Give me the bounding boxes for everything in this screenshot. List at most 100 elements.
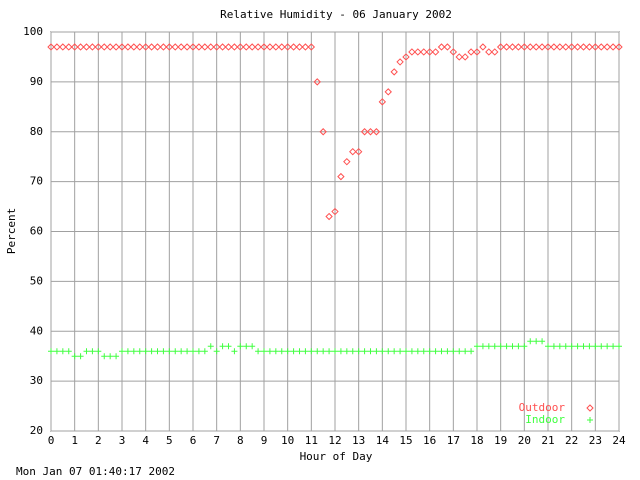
- data-point: [213, 348, 220, 355]
- data-point: [467, 48, 475, 56]
- data-point: [278, 348, 285, 355]
- data-point: [420, 48, 428, 56]
- data-point: [491, 343, 498, 350]
- data-point: [231, 348, 238, 355]
- data-point: [230, 43, 239, 51]
- data-point: [77, 353, 84, 360]
- data-point: [508, 43, 517, 51]
- data-point: [225, 343, 232, 350]
- x-tick-label: 16: [423, 434, 436, 447]
- data-point: [320, 348, 327, 355]
- data-point: [349, 147, 357, 156]
- data-point: [243, 343, 250, 350]
- data-point: [212, 43, 221, 51]
- data-point: [539, 338, 546, 345]
- y-axis-label: Percent: [5, 208, 18, 254]
- data-point: [538, 43, 546, 51]
- data-point: [53, 43, 61, 51]
- data-point: [100, 43, 108, 51]
- data-point: [354, 147, 363, 156]
- data-point: [598, 343, 605, 350]
- data-point: [586, 343, 593, 350]
- data-point: [107, 353, 114, 360]
- data-point: [473, 48, 481, 56]
- data-point: [289, 43, 298, 51]
- data-point: [597, 43, 605, 51]
- x-tick-label: 21: [541, 434, 554, 447]
- y-tick-label: 20: [30, 424, 43, 437]
- x-tick-label: 18: [470, 434, 483, 447]
- data-point: [337, 172, 345, 181]
- data-point: [444, 348, 451, 355]
- data-point: [437, 43, 446, 51]
- data-point: [119, 348, 125, 355]
- data-point: [521, 343, 528, 350]
- data-point: [284, 348, 291, 355]
- data-point: [218, 43, 227, 51]
- data-point: [479, 43, 487, 51]
- data-point: [195, 43, 203, 51]
- data-point: [385, 348, 392, 355]
- x-tick-label: 10: [281, 434, 294, 447]
- data-point: [591, 43, 600, 51]
- data-point: [456, 348, 463, 355]
- data-point: [272, 348, 279, 355]
- data-point: [408, 48, 416, 56]
- data-point: [532, 43, 540, 51]
- data-point: [550, 43, 558, 51]
- data-point: [290, 348, 297, 355]
- data-point: [242, 43, 250, 51]
- x-tick-label: 17: [447, 434, 460, 447]
- data-point: [272, 43, 280, 51]
- data-point: [461, 53, 469, 61]
- data-point: [526, 43, 534, 51]
- data-point: [567, 43, 576, 51]
- data-point: [159, 43, 168, 51]
- y-tick-label: 90: [30, 75, 43, 88]
- chart-title: Relative Humidity - 06 January 2002: [220, 8, 452, 21]
- data-point: [343, 157, 351, 166]
- data-point: [355, 348, 362, 355]
- y-tick-label: 40: [30, 324, 43, 337]
- data-point: [154, 348, 161, 355]
- legend-marker: [586, 404, 594, 412]
- data-point: [426, 348, 433, 355]
- y-tick-label: 60: [30, 225, 43, 238]
- data-point: [113, 353, 120, 360]
- data-point: [147, 43, 156, 51]
- data-point: [207, 43, 215, 51]
- data-point: [550, 343, 557, 350]
- data-point: [403, 348, 409, 355]
- data-point: [544, 43, 552, 51]
- data-point: [496, 43, 505, 51]
- data-point: [130, 348, 137, 355]
- data-point: [431, 48, 440, 56]
- data-point: [302, 348, 309, 355]
- data-point: [425, 48, 434, 56]
- data-point: [308, 348, 315, 355]
- data-point: [414, 48, 422, 56]
- data-point: [95, 348, 102, 355]
- data-point: [47, 43, 55, 51]
- data-point: [266, 348, 273, 355]
- data-point: [397, 348, 404, 355]
- data-point: [372, 128, 381, 136]
- data-point: [94, 43, 103, 51]
- y-tick-label: 50: [30, 274, 43, 287]
- data-point: [343, 348, 350, 355]
- x-tick-label: 8: [237, 434, 244, 447]
- data-point: [449, 48, 458, 56]
- data-point: [414, 348, 421, 355]
- data-point: [283, 43, 292, 51]
- data-point: [443, 43, 452, 51]
- data-point: [301, 43, 310, 51]
- legend-marker: [587, 417, 593, 423]
- data-point: [76, 43, 85, 51]
- x-tick-label: 0: [48, 434, 55, 447]
- data-point: [255, 348, 262, 355]
- data-point: [468, 348, 475, 355]
- data-point: [236, 43, 245, 51]
- x-tick-label: 14: [376, 434, 390, 447]
- data-point: [89, 348, 96, 355]
